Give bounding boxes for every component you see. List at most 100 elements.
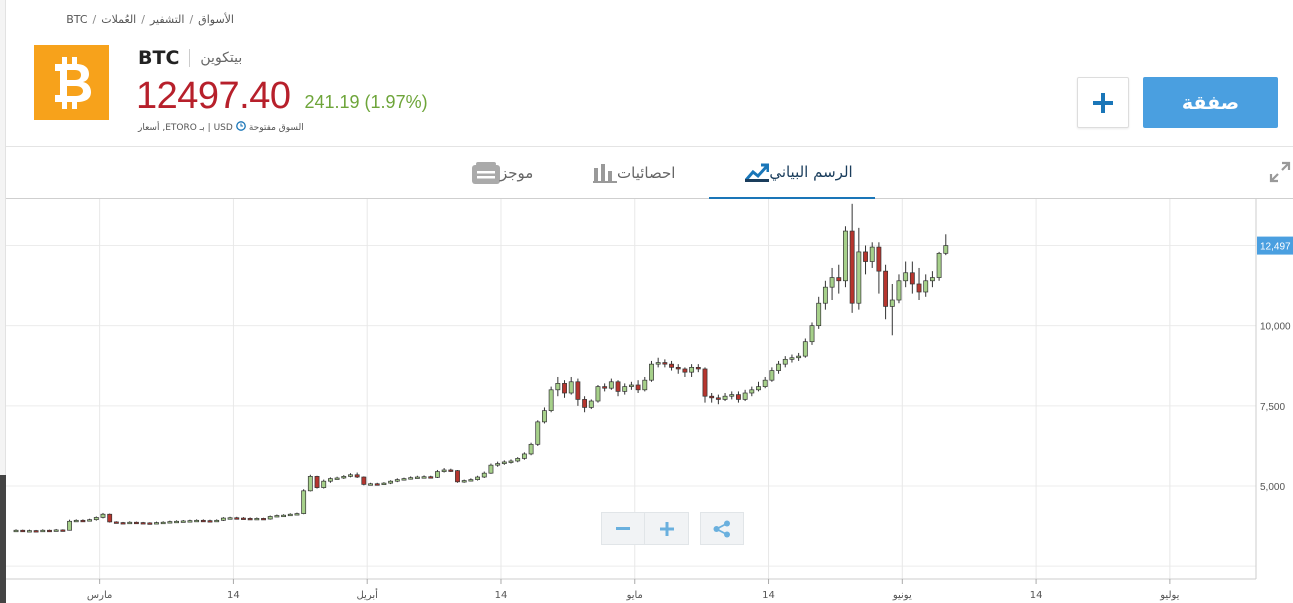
- candle-down: [428, 476, 434, 479]
- candle-down: [909, 272, 915, 285]
- candle-up: [501, 461, 507, 464]
- candle-down: [261, 518, 266, 521]
- candle-up: [856, 251, 862, 304]
- candle-up: [368, 483, 373, 486]
- candle-down: [562, 383, 567, 394]
- candle-up: [869, 246, 875, 262]
- candle-up: [588, 400, 594, 408]
- x-tick-label: أبريل: [356, 588, 378, 601]
- candle-up: [822, 286, 828, 304]
- candle-down: [60, 529, 66, 532]
- candle-down: [33, 530, 39, 533]
- x-tick-label: يوليو: [1159, 590, 1179, 601]
- candle-up: [475, 476, 480, 480]
- y-tick-label: 5,000: [1260, 482, 1285, 493]
- left-scrollbar-track[interactable]: [0, 0, 6, 603]
- chart-axes: 5,000 7,500 10,000 14 مارس 14 أبريل 14 مايو 14 يون…: [6, 199, 1293, 601]
- market-status: السوق مفتوحة: [248, 122, 304, 133]
- left-panel-edge: [0, 475, 6, 603]
- candle-up: [481, 472, 487, 478]
- candle-up: [903, 272, 909, 282]
- candle-up: [220, 517, 226, 521]
- breadcrumb-currencies[interactable]: العُملات: [101, 13, 137, 26]
- bitcoin-logo: [34, 45, 109, 120]
- candle-up: [655, 362, 661, 365]
- candle-up: [789, 357, 795, 360]
- symbol-divider: [189, 49, 191, 67]
- x-tick-label: مارس: [87, 590, 112, 601]
- candle-up: [394, 479, 400, 482]
- candle-up: [167, 521, 173, 524]
- share-button[interactable]: [700, 512, 744, 545]
- candle-up: [649, 363, 654, 381]
- candle-down: [455, 470, 460, 483]
- candle-up: [307, 476, 313, 492]
- bar-stats-icon: [593, 163, 617, 183]
- breadcrumb-crypto[interactable]: التشفير: [149, 13, 185, 26]
- zoom-out-button[interactable]: [601, 512, 645, 545]
- breadcrumb-markets[interactable]: الأسواق: [198, 13, 234, 26]
- candle-up: [508, 460, 514, 463]
- candle-down: [715, 397, 721, 400]
- candle-up: [889, 299, 895, 307]
- candle-up: [943, 245, 949, 254]
- tab-feed[interactable]: موجز: [458, 147, 533, 199]
- candle-up: [689, 367, 695, 373]
- candle-down: [662, 362, 668, 365]
- tab-feed-label: موجز: [500, 164, 534, 182]
- candle-down: [20, 529, 26, 533]
- chart-trend-icon: [745, 162, 770, 182]
- x-tick-label: 14: [495, 590, 508, 601]
- candle-up: [53, 529, 59, 532]
- y-tick-label: 7,500: [1260, 402, 1285, 413]
- candle-down: [863, 251, 868, 262]
- x-tick-label: 14: [227, 590, 240, 601]
- candle-down: [575, 381, 581, 400]
- candle-up: [749, 389, 755, 394]
- candle-up: [408, 477, 414, 480]
- candle-up: [769, 370, 775, 381]
- current-price: 12497.40: [136, 75, 291, 117]
- candle-up: [334, 477, 340, 480]
- candle-down: [241, 517, 246, 520]
- tab-stats[interactable]: احصائيات: [579, 147, 675, 199]
- trade-button[interactable]: صفقة: [1143, 77, 1278, 128]
- candle-up: [174, 520, 179, 524]
- candle-up: [608, 381, 614, 389]
- candle-up: [595, 386, 601, 402]
- candle-up: [254, 518, 260, 521]
- candle-up: [816, 302, 822, 327]
- tab-chart[interactable]: الرسم البياني: [709, 147, 875, 199]
- candle-down: [695, 367, 701, 370]
- zoom-in-button[interactable]: [645, 512, 689, 545]
- clock-icon: [235, 121, 246, 134]
- candle-up: [568, 381, 574, 394]
- current-price-box: [1257, 236, 1293, 255]
- expand-icon[interactable]: [1269, 161, 1291, 187]
- breadcrumb: الأسواق/التشفير/العُملات/BTC: [66, 13, 234, 26]
- candle-up: [555, 383, 561, 391]
- candle-up: [776, 363, 781, 371]
- candle-up: [548, 389, 554, 411]
- candle-up: [535, 421, 541, 445]
- candle-down: [47, 529, 52, 533]
- candle-up: [100, 513, 106, 518]
- candle-up: [194, 519, 200, 523]
- candle-down: [682, 368, 688, 373]
- candle-down: [602, 386, 608, 389]
- candle-down: [314, 476, 320, 488]
- price-source: USD | بـ ETORO, أسعار: [138, 122, 233, 133]
- candle-up: [809, 325, 815, 343]
- candle-up: [488, 464, 494, 474]
- candle-down: [200, 519, 206, 523]
- candle-down: [448, 469, 454, 472]
- x-tick-label: مايو: [626, 590, 643, 601]
- instrument-header: BTC بيتكوين: [138, 47, 242, 69]
- candle-down: [736, 394, 741, 400]
- bitcoin-icon: [54, 56, 91, 109]
- candle-down: [107, 513, 113, 523]
- candle-up: [782, 358, 788, 365]
- y-tick-label: 10,000: [1260, 322, 1291, 333]
- add-to-watchlist-button[interactable]: [1077, 77, 1129, 128]
